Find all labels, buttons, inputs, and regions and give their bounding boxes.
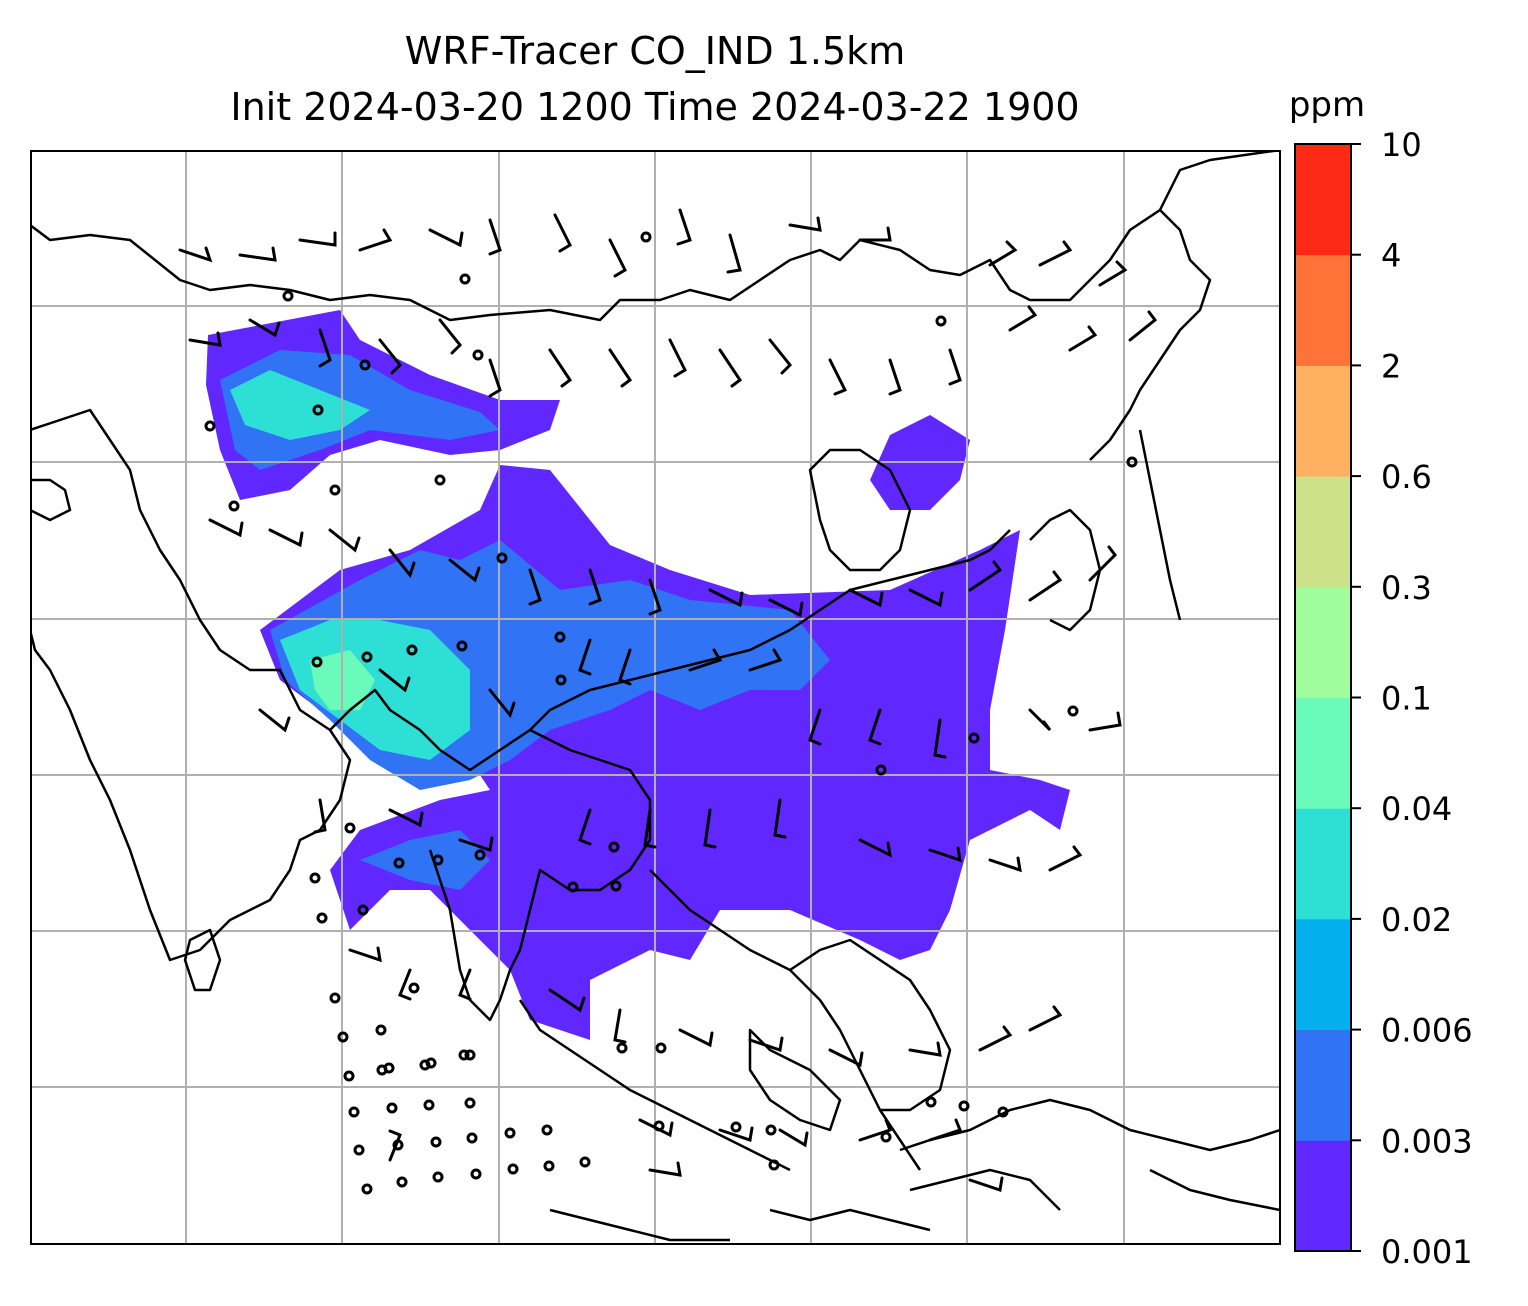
colorbar-tick-label: 0.006: [1381, 1012, 1473, 1050]
colorbar-label: ppm: [1289, 85, 1365, 125]
calm-wind-markers: [204, 231, 1138, 1195]
coastlines: [30, 150, 1280, 1242]
wind-barbs: [178, 208, 1158, 1192]
colorbar-band: [1295, 586, 1351, 698]
chart-subtitle: Init 2024-03-20 1200 Time 2024-03-22 190…: [230, 85, 1080, 129]
colorbar-band: [1295, 918, 1351, 1031]
colorbar-band: [1295, 254, 1351, 366]
grid-lines: [30, 150, 1280, 1244]
colorbar: ppm 0.001 0.003 0.006 0.02 0.04 0.1 0.3 0.6 2 4 10: [1289, 85, 1473, 1271]
colorbar-band: [1295, 476, 1351, 588]
colorbar-tick-label: 0.3: [1381, 569, 1432, 607]
colorbar-tick-label: 0.003: [1381, 1122, 1473, 1160]
colorbar-tick-label: 0.001: [1381, 1233, 1473, 1271]
colorbar-band: [1295, 808, 1351, 920]
colorbar-tick-label: 4: [1381, 237, 1401, 275]
colorbar-band: [1295, 144, 1351, 256]
colorbar-tick-label: 0.6: [1381, 458, 1432, 496]
map-frame: [30, 150, 1281, 1245]
map-panel: [30, 150, 1281, 1245]
colorbar-band: [1295, 365, 1351, 477]
colorbar-frame: [1294, 143, 1352, 1252]
colorbar-tick-label: 0.04: [1381, 790, 1452, 828]
colorbar-ticks: 0.001 0.003 0.006 0.02 0.04 0.1 0.3 0.6 2 4 10: [1351, 126, 1473, 1271]
colorbar-tick-label: 2: [1381, 347, 1401, 385]
colorbar-tick-label: 0.1: [1381, 680, 1432, 718]
colorbar-band: [1295, 1029, 1351, 1141]
plume-northwest-core: [230, 370, 370, 440]
colorbar-tick-label: 0.02: [1381, 901, 1452, 939]
colorbar-band: [1295, 1140, 1351, 1252]
plume-south: [360, 830, 490, 890]
colorbar-bands: [1295, 144, 1351, 1252]
colorbar-band: [1295, 697, 1351, 809]
colorbar-tick-label: 10: [1381, 126, 1422, 164]
chart-title: WRF-Tracer CO_IND 1.5km: [404, 29, 906, 73]
